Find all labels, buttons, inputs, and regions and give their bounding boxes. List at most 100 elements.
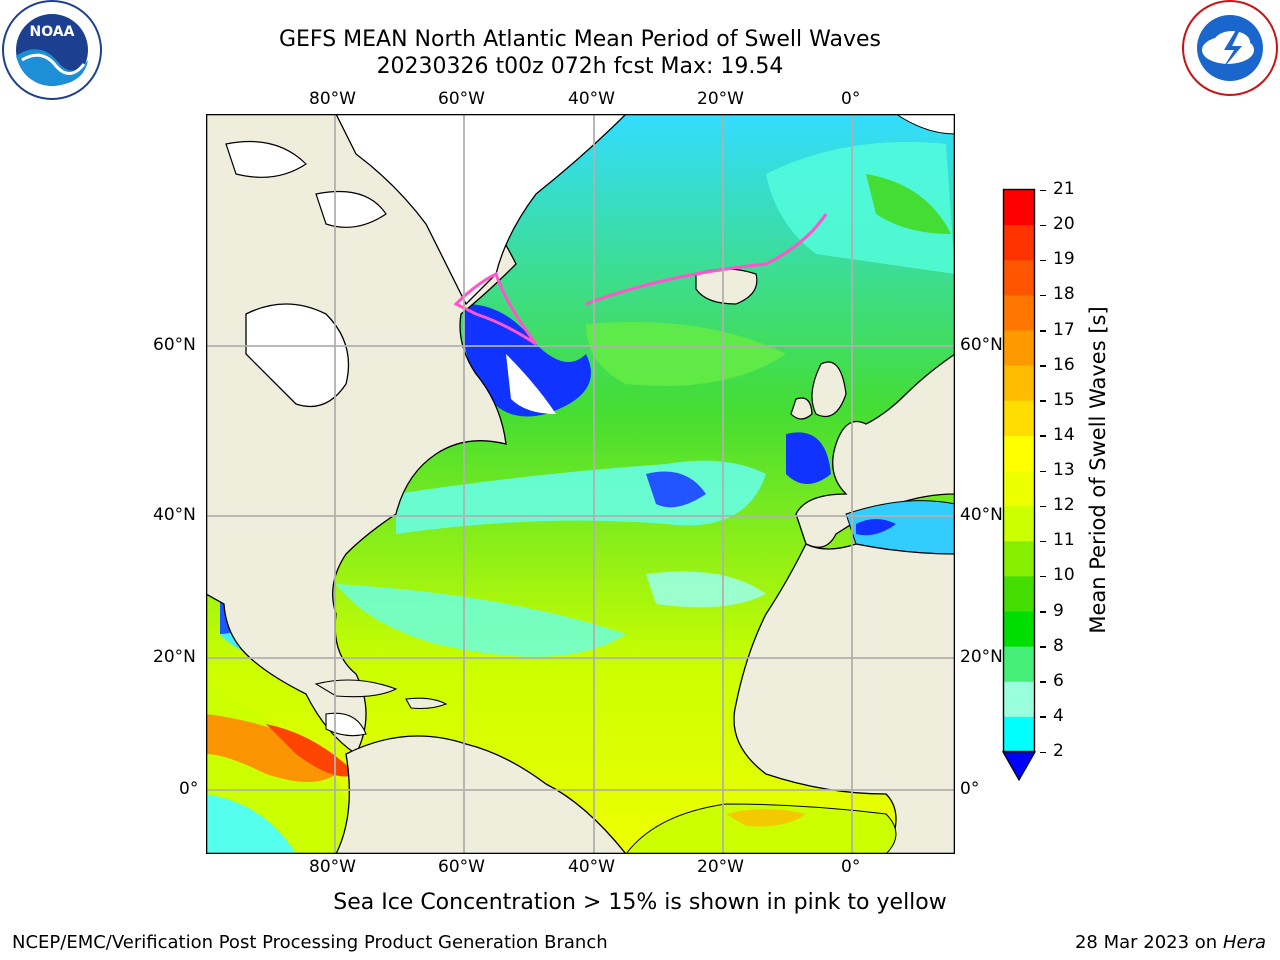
- short-period-area: [786, 432, 831, 484]
- graticule: [206, 114, 955, 854]
- colorbar-tick-label: 10: [1053, 565, 1075, 586]
- colorbar-frame: [1002, 188, 1036, 753]
- lon-label-top: 0°: [841, 89, 861, 109]
- lon-label-bottom: 20°W: [697, 857, 744, 877]
- lat-label-left: 20°N: [153, 647, 196, 667]
- caribbean-island: [314, 679, 398, 698]
- great-britain: [811, 361, 847, 418]
- colorbar-tick-mark: [1040, 400, 1046, 402]
- colorbar-tick-label: 8: [1053, 635, 1064, 656]
- colorbar-tick-label: 16: [1053, 354, 1075, 375]
- caribbean-island: [405, 697, 448, 710]
- colorbar-band: [1004, 681, 1034, 718]
- colorbar-band: [1004, 295, 1034, 332]
- colorbar-tick-label: 20: [1053, 214, 1075, 235]
- footer-date: 28 Mar 2023 on Hera: [1075, 932, 1266, 953]
- greenland: [335, 114, 627, 306]
- short-period-area: [646, 471, 706, 508]
- lon-label-bottom: 0°: [841, 857, 861, 877]
- colorbar-tick-mark: [1040, 435, 1046, 437]
- colorbar-tick-label: 18: [1053, 284, 1075, 305]
- colorbar-tick-mark: [1040, 575, 1046, 578]
- lon-label-top: 60°W: [438, 89, 485, 109]
- lat-label-right: 60°N: [960, 335, 1003, 355]
- lat-label-right: 20°N: [960, 647, 1003, 667]
- lat-label-right: 40°N: [960, 505, 1003, 525]
- colorbar-band: [1004, 400, 1034, 437]
- colorbar-tick-label: 14: [1053, 424, 1075, 445]
- colorbar-tick-mark: [1040, 540, 1046, 543]
- lat-label-left: 40°N: [153, 505, 196, 525]
- colorbar-tick-mark: [1040, 259, 1046, 262]
- colorbar-tick-label: 21: [1053, 179, 1075, 199]
- short-period-area: [506, 354, 556, 414]
- colorbar-tick-mark: [1040, 365, 1046, 367]
- colorbar-tick-mark: [1040, 470, 1046, 472]
- colorbar-tick-mark: [1040, 751, 1046, 753]
- colorbar-band: [1004, 435, 1034, 472]
- colorbar-band: [1004, 330, 1034, 367]
- lon-label-bottom: 40°W: [568, 857, 615, 877]
- colorbar-tick-label: 6: [1053, 670, 1064, 691]
- swell-band: [586, 322, 786, 386]
- footer-host: Hera: [1222, 932, 1266, 953]
- colorbar-label: Mean Period of Swell Waves [s]: [1086, 306, 1110, 634]
- pacific-swell: [726, 809, 806, 827]
- colorbar-tick-label: 4: [1053, 705, 1064, 726]
- colorbar-tick-mark: [1040, 189, 1046, 191]
- chart-title-line1: GEFS MEAN North Atlantic Mean Period of …: [278, 27, 881, 52]
- colorbar-tick-mark: [1040, 646, 1046, 648]
- colorbar-tick-mark: [1040, 611, 1046, 613]
- south-america-land: [335, 735, 627, 854]
- swell-band: [646, 571, 766, 608]
- colorbar-extend-arrow: [1001, 751, 1037, 782]
- short-period-area: [463, 304, 591, 417]
- colorbar-tick-mark: [1040, 505, 1046, 508]
- colorbar-band: [1004, 576, 1034, 613]
- sea-ice-edge: [585, 213, 828, 306]
- colorbar-tick-mark: [1040, 224, 1046, 227]
- chart-title-line2: 20230326 t00z 072h fcst Max: 19.54: [376, 54, 784, 79]
- colorbar-tick-mark: [1040, 294, 1046, 297]
- colorbar: [1001, 188, 1037, 782]
- lat-label-left: 60°N: [153, 335, 196, 355]
- map-frame: [206, 114, 955, 854]
- north-america-land: [206, 114, 517, 755]
- colorbar-tick-label: 9: [1053, 600, 1064, 621]
- nws-logo: [1182, 0, 1278, 96]
- colorbar-tick-mark: [1040, 330, 1046, 332]
- colorbar-band: [1004, 646, 1034, 683]
- swell-band: [866, 174, 951, 234]
- lon-label-bottom: 60°W: [438, 857, 485, 877]
- noaa-logo-text: NOAA: [30, 24, 75, 40]
- colorbar-tick-label: 17: [1053, 319, 1075, 340]
- colorbar-tick-label: 11: [1053, 530, 1075, 551]
- lat-label-left: 0°: [179, 779, 199, 799]
- colorbar-tick-label: 12: [1053, 495, 1075, 516]
- lon-label-top: 20°W: [697, 89, 744, 109]
- colorbar-band: [1004, 260, 1034, 296]
- lon-label-top: 40°W: [568, 89, 615, 109]
- colorbar-tick-label: 2: [1053, 741, 1064, 761]
- colorbar-band: [1004, 506, 1034, 542]
- hudson-bay: [245, 303, 350, 408]
- colorbar-band: [1004, 541, 1034, 577]
- noaa-logo: NOAA: [2, 0, 102, 100]
- footer-date-text: 28 Mar 2023 on: [1074, 932, 1218, 953]
- colorbar-tick-label: 19: [1053, 249, 1075, 270]
- map-panel: [206, 114, 955, 854]
- pacific-swell: [206, 714, 346, 782]
- colorbar-band: [1004, 716, 1034, 753]
- colorbar-band: [1004, 365, 1034, 402]
- short-period-area: [856, 519, 896, 536]
- colorbar-band: [1004, 190, 1034, 226]
- gulf-of-guinea: [625, 803, 897, 854]
- arctic-island: [315, 191, 387, 228]
- colorbar-band: [1004, 611, 1034, 648]
- lon-label-top: 80°W: [309, 89, 356, 109]
- swell-band: [336, 584, 626, 657]
- caribbean-sea-nodata: [325, 712, 367, 737]
- sea-ice-note: Sea Ice Concentration > 15% is shown in …: [333, 890, 947, 915]
- africa-land: [733, 543, 955, 854]
- footer-credit: NCEP/EMC/Verification Post Processing Pr…: [12, 932, 608, 953]
